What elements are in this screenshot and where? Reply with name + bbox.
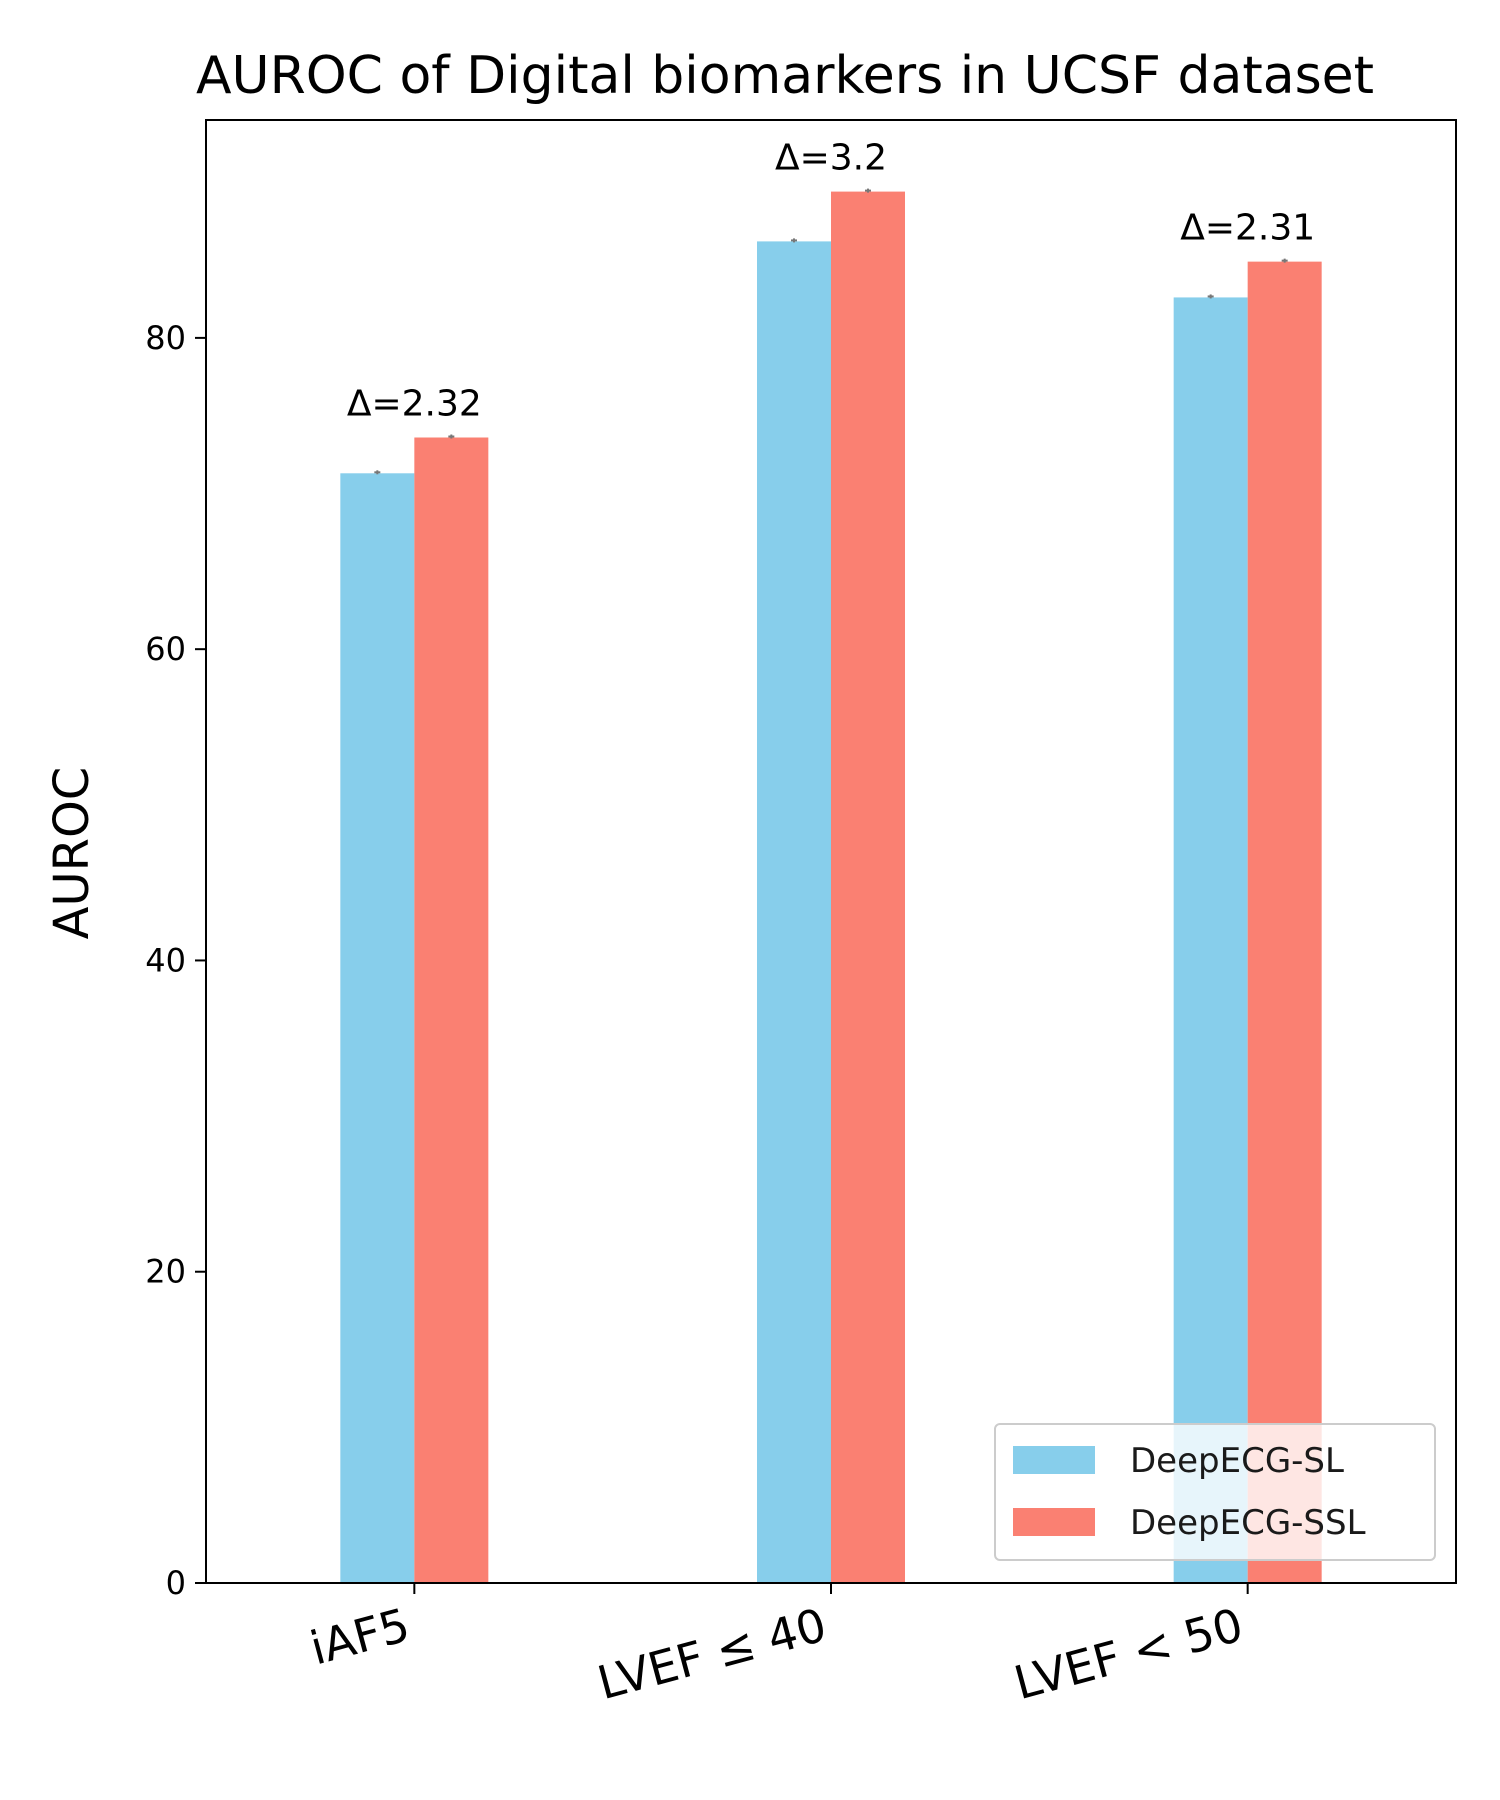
bar-ssl-1 <box>831 191 905 1583</box>
chart-title: AUROC of Digital biomarkers in UCSF data… <box>196 46 1374 106</box>
delta-annotation-2: Δ=2.31 <box>1180 208 1315 249</box>
legend-label-ssl: DeepECG-SSL <box>1130 1503 1366 1543</box>
y-tick-label-2: 40 <box>145 941 186 979</box>
x-tick-label-1: LVEF ≤ 40 <box>592 1597 832 1710</box>
y-axis-label: AUROC <box>44 767 100 940</box>
bar-sl-2 <box>1173 297 1248 1583</box>
legend-label-sl: DeepECG-SL <box>1130 1441 1344 1481</box>
y-tick-label-0: 0 <box>166 1564 186 1602</box>
legend: DeepECG-SL DeepECG-SSL <box>994 1423 1436 1561</box>
y-axis: 0 20 40 60 80 <box>145 319 206 1602</box>
legend-swatch-sl <box>1013 1446 1095 1474</box>
plot-frame <box>205 119 1457 1584</box>
y-tick-label-4: 80 <box>145 319 186 357</box>
x-tick-label-2: LVEF < 50 <box>1009 1597 1249 1710</box>
legend-box <box>994 1423 1436 1561</box>
bar-ssl-0 <box>414 437 489 1583</box>
bar-sl-1 <box>757 241 831 1584</box>
bar-ssl-2 <box>1247 261 1322 1583</box>
delta-annotation-1: Δ=3.2 <box>775 138 887 179</box>
x-tick-label-0: iAF5 <box>305 1597 416 1675</box>
bars-layer <box>340 191 1322 1584</box>
delta-annotation-0: Δ=2.32 <box>347 384 482 425</box>
error-bars-layer <box>374 188 1288 475</box>
annotations-layer: Δ=2.32 Δ=3.2 Δ=2.31 <box>347 138 1315 425</box>
x-axis: iAF5 LVEF ≤ 40 LVEF < 50 <box>305 1583 1249 1710</box>
y-tick-label-1: 20 <box>145 1253 186 1291</box>
legend-swatch-ssl <box>1013 1508 1095 1536</box>
y-tick-label-3: 60 <box>145 630 186 668</box>
bar-sl-0 <box>340 473 415 1583</box>
